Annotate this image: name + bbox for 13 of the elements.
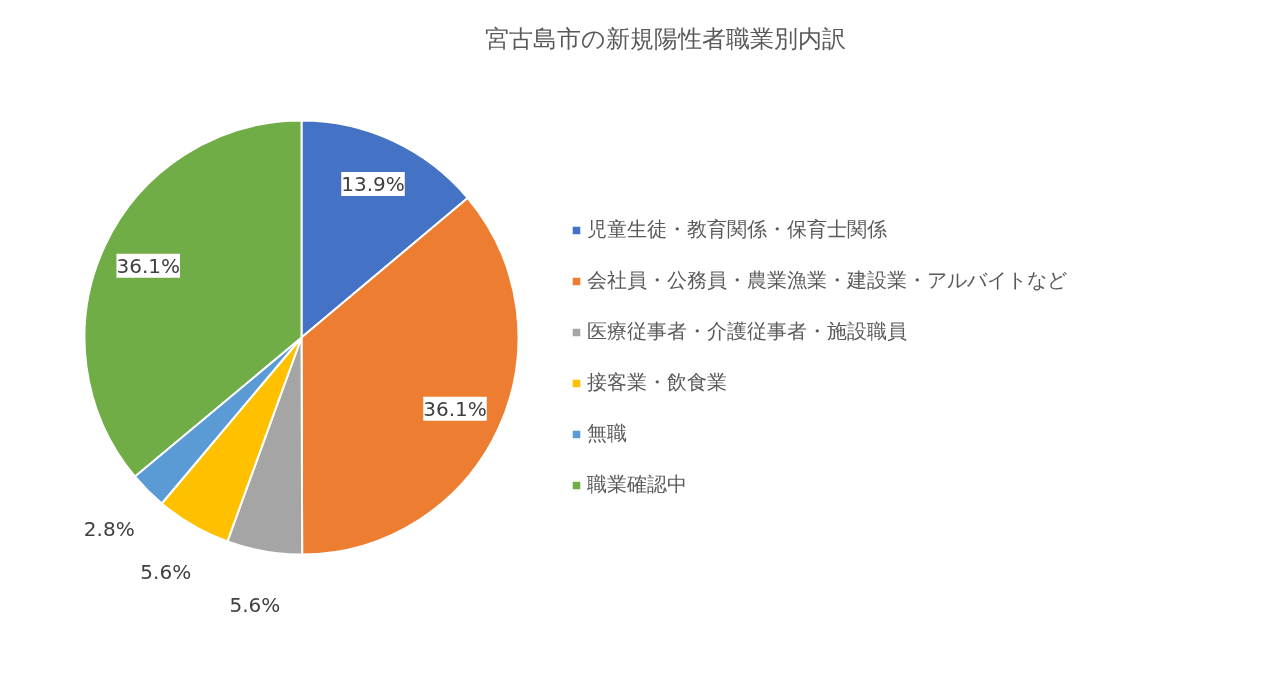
data-label: 2.8%	[83, 516, 135, 541]
data-label: 5.6%	[140, 560, 192, 585]
data-label: 13.9%	[341, 172, 405, 197]
legend-label: 無職	[587, 420, 627, 447]
chart-title: 宮古島市の新規陽性者職業別内訳	[485, 24, 846, 53]
legend-label: 医療従事者・介護従事者・施設職員	[587, 318, 907, 345]
legend-label: 児童生徒・教育関係・保育士関係	[587, 216, 887, 243]
legend-label: 接客業・飲食業	[587, 369, 727, 396]
legend-label: 職業確認中	[587, 471, 687, 498]
data-label: 5.6%	[229, 592, 281, 617]
data-label: 36.1%	[116, 253, 180, 278]
data-label: 36.1%	[423, 396, 487, 421]
legend-label: 会社員・公務員・農業漁業・建設業・アルバイトなど	[587, 267, 1067, 294]
